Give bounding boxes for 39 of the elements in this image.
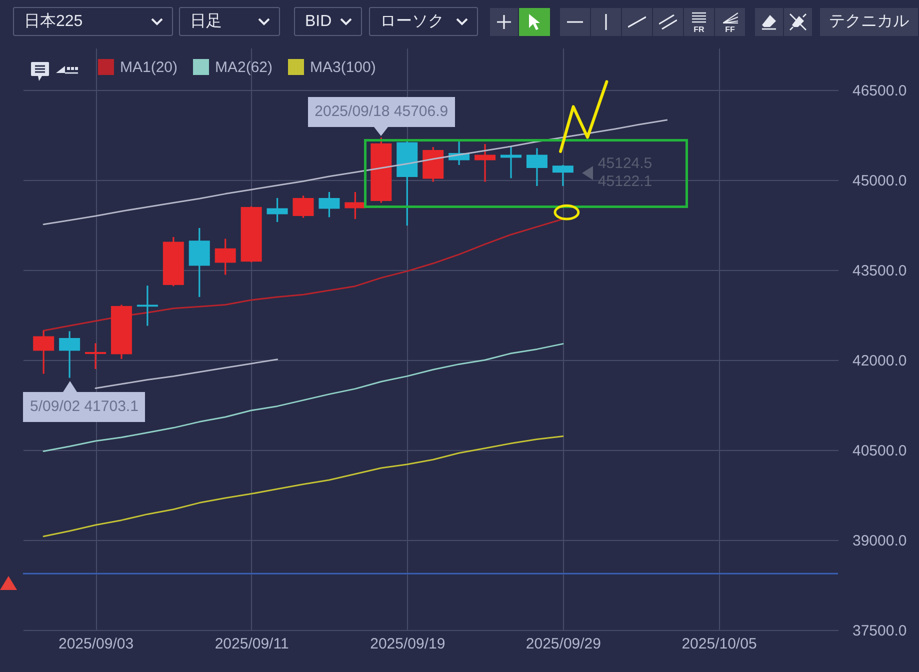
annotation: 2025/09/18 45706.9 <box>308 96 456 127</box>
y-tick-label: 45000.0 <box>852 172 907 190</box>
candlestick <box>500 146 522 179</box>
x-tick-label: 2025/09/03 <box>58 636 134 652</box>
x-tick-label: 2025/09/11 <box>214 636 289 652</box>
candlestick <box>59 330 80 379</box>
candlestick <box>214 238 236 276</box>
candlestick <box>85 342 106 370</box>
x-tick-label: 2025/09/19 <box>370 636 446 652</box>
y-tick-label: 43500.0 <box>852 262 907 280</box>
y-tick-label: 46500.0 <box>852 82 907 100</box>
dropdown: 日足 <box>179 7 280 36</box>
x-tick-label: 2025/09/29 <box>526 636 601 652</box>
dropdown: 日本225 <box>13 7 173 36</box>
y-tick-label: 42000.0 <box>852 352 907 370</box>
x-tick-label: 2025/10/05 <box>682 636 757 652</box>
line-series <box>42 119 668 226</box>
candlestick <box>344 191 366 220</box>
y-tick-label: 40500.0 <box>852 442 907 460</box>
button: テクニカル <box>820 8 918 36</box>
candlestick <box>552 164 574 187</box>
button: FR <box>684 8 714 36</box>
y-tick-label: 39000.0 <box>852 532 907 550</box>
candlestick <box>318 191 340 218</box>
legend-label: MA2(62) <box>215 59 273 76</box>
y-tick-label: 37500.0 <box>852 622 907 640</box>
legend-label: MA1(20) <box>120 59 178 76</box>
candlestick <box>474 143 496 183</box>
dropdown: BID <box>294 7 362 36</box>
dropdown: ローソク <box>369 7 478 36</box>
button: FF <box>715 8 745 36</box>
annotation: 5/09/02 41703.1 <box>23 392 146 422</box>
candlestick <box>526 147 548 187</box>
line-series <box>42 435 564 538</box>
candlestick <box>292 194 314 219</box>
candlestick <box>266 197 288 223</box>
candlestick <box>33 330 54 375</box>
legend-label: MA3(100) <box>310 59 376 76</box>
line-series <box>94 358 278 389</box>
